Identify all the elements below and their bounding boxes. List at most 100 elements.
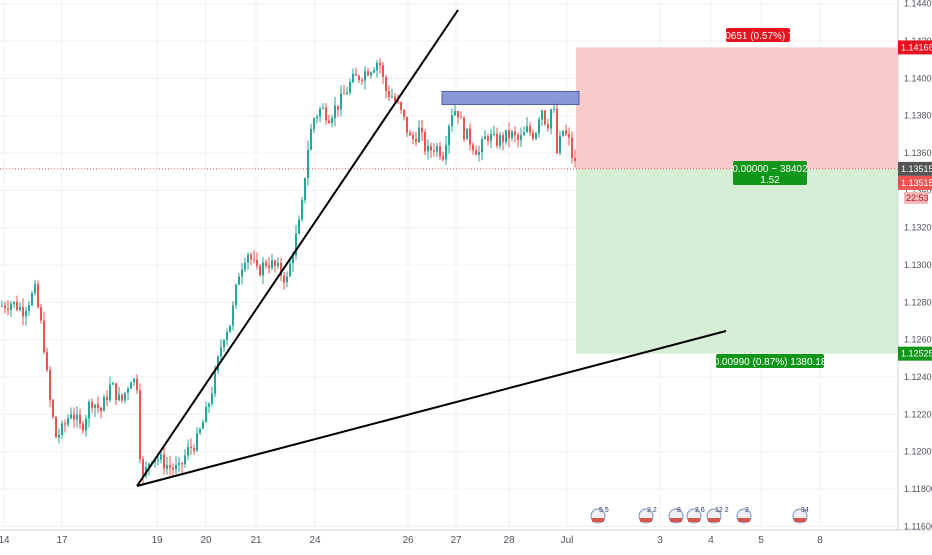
candle-body — [187, 446, 189, 456]
candle-body — [331, 118, 333, 124]
candle-body — [298, 219, 300, 234]
candle-body — [244, 262, 246, 270]
candle-body — [253, 259, 255, 261]
event-count: 8 — [677, 507, 681, 514]
candle-body — [52, 399, 54, 417]
candle-body — [268, 265, 270, 268]
x-tick-label: 28 — [503, 535, 515, 546]
candle-body — [511, 131, 513, 139]
trendline-shallow[interactable] — [136, 330, 727, 487]
candle-body — [337, 105, 339, 110]
candle-body — [55, 416, 57, 438]
candle-body — [544, 110, 546, 125]
x-tick-label: 26 — [402, 535, 414, 546]
candle-body — [442, 156, 444, 160]
event-markers[interactable]: 5 5 2 2 8 2 6 12 2 2 34 — [590, 507, 809, 524]
drawings[interactable] — [136, 9, 727, 487]
current-price-badge: 1.13515 — [901, 178, 932, 188]
candle-body — [211, 393, 213, 404]
candle-body — [43, 320, 45, 353]
candle-body — [484, 136, 486, 140]
x-tick-label: 8 — [817, 535, 823, 546]
candle-body — [559, 135, 561, 154]
candle-body — [10, 303, 12, 310]
candle-body — [277, 262, 279, 266]
reward-label-text: 0.00990 (0.87%) 1380.18 — [714, 357, 827, 368]
candle-body — [307, 149, 309, 179]
candle-body — [76, 414, 78, 420]
candle-body — [370, 72, 372, 76]
candle-body — [316, 116, 318, 119]
candle-body — [226, 332, 228, 341]
y-tick-label: 1.13600 — [904, 148, 932, 158]
candle-body — [409, 132, 411, 136]
candle-body — [364, 71, 366, 81]
countdown-badge-bg — [904, 191, 928, 204]
y-tick-label: 1.11800 — [904, 484, 932, 494]
candle-body — [13, 301, 15, 304]
event-marker[interactable]: 12 2 — [706, 507, 729, 524]
candle-body — [568, 134, 570, 138]
candle-body — [127, 388, 129, 393]
y-tick-label: 1.13200 — [904, 223, 932, 233]
candle-body — [517, 135, 519, 140]
reward-label: 0.00990 (0.87%) 1380.18 — [714, 354, 827, 368]
candle-body — [490, 134, 492, 141]
candle-body — [67, 418, 69, 425]
position-zones[interactable] — [0, 47, 898, 354]
x-tick-label: 24 — [309, 535, 321, 546]
candle-body — [532, 132, 534, 139]
candle-body — [283, 275, 285, 283]
candle-body — [451, 115, 453, 126]
event-marker[interactable]: 2 2 — [638, 507, 657, 524]
candle-body — [232, 305, 234, 326]
candle-body — [196, 433, 198, 451]
candle-body — [505, 129, 507, 142]
trendline-steep[interactable] — [136, 9, 459, 487]
y-tick-label: 1.13400 — [904, 185, 932, 195]
candle-body — [436, 146, 438, 152]
candle-body — [94, 404, 96, 408]
candle-body — [433, 150, 435, 152]
x-tick-label: 3 — [657, 535, 663, 546]
event-count: 34 — [801, 507, 809, 514]
x-tick-label: 5 — [758, 535, 764, 546]
candle-body — [352, 73, 354, 83]
candle-body — [547, 124, 549, 129]
risk-zone[interactable] — [576, 47, 898, 169]
candle-body — [88, 401, 90, 419]
candle-body — [130, 382, 132, 389]
candle-body — [19, 307, 21, 311]
candle-body — [73, 414, 75, 420]
event-marker[interactable]: 2 — [736, 507, 752, 524]
entry-price-badge: 1.13515 — [901, 164, 932, 174]
current-price-badge-bg — [898, 175, 932, 190]
candle-body — [466, 128, 468, 140]
event-marker[interactable]: 5 5 — [590, 507, 609, 524]
event-marker[interactable]: 8 — [668, 507, 684, 524]
reward-zone[interactable] — [576, 168, 898, 354]
candle-body — [571, 137, 573, 158]
candle-body — [322, 107, 324, 109]
event-marker[interactable]: 34 — [792, 507, 809, 524]
y-tick-label: 1.13800 — [904, 111, 932, 121]
candle-body — [49, 369, 51, 400]
candle-body — [313, 118, 315, 129]
candle-body — [523, 132, 525, 136]
candle-body — [262, 262, 264, 276]
candle-body — [4, 305, 6, 309]
x-tick-label: 4 — [708, 535, 714, 546]
candle-body — [430, 146, 432, 151]
y-tick-label: 1.14000 — [904, 73, 932, 83]
candle-body — [367, 71, 369, 76]
candle-body — [229, 325, 231, 333]
time-axis-bg — [0, 530, 932, 550]
candle-body — [64, 423, 66, 425]
event-marker[interactable]: 2 6 — [686, 507, 705, 524]
candle-body — [220, 347, 222, 357]
resistance-box[interactable] — [441, 90, 580, 106]
candle-body — [424, 132, 426, 152]
